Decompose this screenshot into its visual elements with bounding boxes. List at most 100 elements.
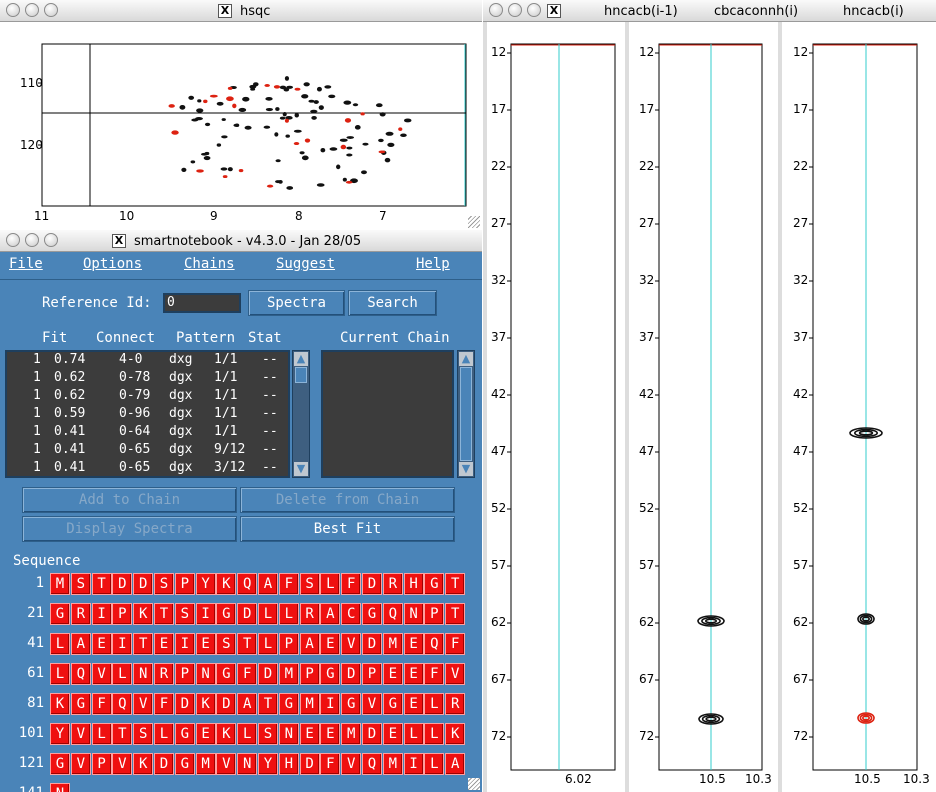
residue-cell[interactable]: N <box>403 603 424 625</box>
residue-cell[interactable]: E <box>382 663 403 685</box>
menu-file[interactable]: File <box>9 256 43 272</box>
residue-cell[interactable]: K <box>216 723 237 745</box>
fit-row[interactable]: 1 0.41 0-65 dgx 3/12 -- <box>7 460 292 478</box>
residue-cell[interactable]: D <box>362 633 382 655</box>
residue-cell[interactable]: D <box>362 573 382 595</box>
residue-cell[interactable]: A <box>445 753 466 775</box>
residue-cell[interactable]: L <box>424 723 445 745</box>
residue-cell[interactable]: E <box>299 723 320 745</box>
notebook-titlebar[interactable]: X smartnotebook - v4.3.0 - Jan 28/05 <box>0 230 482 252</box>
residue-cell[interactable]: T <box>112 723 133 745</box>
residue-cell[interactable]: A <box>237 693 258 715</box>
residue-cell[interactable]: E <box>403 633 424 655</box>
strip-hncacb[interactable]: 12 17 22 27 32 37 42 47 52 57 62 67 72 10.5 10.3 <box>782 22 936 792</box>
residue-cell[interactable]: D <box>362 723 382 745</box>
residue-cell[interactable]: G <box>278 693 299 715</box>
residue-cell[interactable]: M <box>278 663 299 685</box>
strip-cbcaconnh[interactable]: 12 17 22 27 32 37 42 47 52 57 62 67 72 10.5 10.3 <box>629 22 778 792</box>
residue-cell[interactable]: M <box>341 723 362 745</box>
residue-cell[interactable]: E <box>403 693 424 715</box>
residue-cell[interactable]: M <box>382 753 403 775</box>
close-button[interactable] <box>6 3 20 17</box>
residue-cell[interactable]: L <box>403 723 424 745</box>
residue-cell[interactable]: F <box>154 693 174 715</box>
residue-cell[interactable]: D <box>174 693 195 715</box>
residue-cell[interactable]: E <box>195 633 216 655</box>
residue-cell[interactable]: G <box>174 723 195 745</box>
residue-cell[interactable]: G <box>174 753 195 775</box>
scroll-up-arrow-icon[interactable]: ▲ <box>459 352 473 366</box>
scroll-down-arrow-icon[interactable]: ▼ <box>294 462 308 476</box>
residue-cell[interactable]: R <box>445 693 466 715</box>
residue-cell[interactable]: L <box>50 663 70 685</box>
residue-cell[interactable]: I <box>195 603 216 625</box>
residue-cell[interactable]: V <box>91 663 112 685</box>
display-spectra-button[interactable]: Display Spectra <box>22 516 237 542</box>
residue-cell[interactable]: V <box>216 753 237 775</box>
residue-cell[interactable]: L <box>278 603 299 625</box>
resize-grip[interactable] <box>468 216 480 228</box>
residue-cell[interactable]: Y <box>195 573 216 595</box>
menu-help[interactable]: Help <box>416 256 450 272</box>
residue-cell[interactable]: A <box>70 633 91 655</box>
residue-cell[interactable]: I <box>403 753 424 775</box>
residue-cell[interactable]: I <box>320 693 341 715</box>
residue-cell[interactable]: T <box>237 633 258 655</box>
residue-cell[interactable]: V <box>341 753 362 775</box>
residue-cell[interactable]: L <box>50 633 70 655</box>
residue-cell[interactable]: L <box>112 663 133 685</box>
residue-cell[interactable]: S <box>154 573 174 595</box>
residue-cell[interactable]: S <box>133 723 154 745</box>
scroll-up-arrow-icon[interactable]: ▲ <box>294 352 308 366</box>
residue-cell[interactable]: I <box>112 633 133 655</box>
residue-cell[interactable]: G <box>216 603 237 625</box>
residue-cell[interactable]: T <box>258 693 278 715</box>
residue-cell[interactable]: L <box>424 753 445 775</box>
fit-results-list[interactable]: 1 0.74 4-0 dxg 1/1 -- 1 0.62 0-78 dgx 1/1 -- 1 0.62 0-… <box>5 350 290 478</box>
residue-cell[interactable]: M <box>299 693 320 715</box>
residue-cell[interactable]: K <box>133 603 154 625</box>
residue-cell[interactable]: E <box>382 723 403 745</box>
residue-cell[interactable]: D <box>341 663 362 685</box>
residue-cell[interactable]: Q <box>382 603 403 625</box>
residue-cell[interactable]: R <box>70 603 91 625</box>
residue-cell[interactable]: M <box>382 633 403 655</box>
delete-from-chain-button[interactable]: Delete from Chain <box>240 487 455 513</box>
residue-cell[interactable]: V <box>445 663 466 685</box>
residue-cell[interactable]: D <box>237 603 258 625</box>
zoom-button[interactable] <box>44 233 58 247</box>
residue-cell[interactable]: F <box>424 663 445 685</box>
residue-cell[interactable]: G <box>382 693 403 715</box>
residue-cell[interactable]: F <box>320 753 341 775</box>
residue-cell[interactable]: T <box>445 573 466 595</box>
residue-cell[interactable]: L <box>154 723 174 745</box>
residue-cell[interactable]: S <box>258 723 278 745</box>
residue-cell[interactable]: P <box>174 573 195 595</box>
menu-chains[interactable]: Chains <box>184 256 235 272</box>
residue-cell[interactable]: E <box>91 633 112 655</box>
residue-cell[interactable]: K <box>50 693 70 715</box>
residue-cell[interactable]: P <box>424 603 445 625</box>
residue-cell[interactable]: F <box>341 573 362 595</box>
residue-cell[interactable]: Q <box>362 753 382 775</box>
fit-row[interactable]: 1 0.41 0-65 dgx 9/12 -- <box>7 442 292 460</box>
fit-row[interactable]: 1 0.59 0-96 dgx 1/1 -- <box>7 406 292 424</box>
residue-cell[interactable]: D <box>133 573 154 595</box>
residue-cell[interactable]: V <box>70 723 91 745</box>
close-button[interactable] <box>489 3 503 17</box>
residue-cell[interactable]: T <box>154 603 174 625</box>
residue-cell[interactable]: A <box>320 603 341 625</box>
residue-cell[interactable]: V <box>112 753 133 775</box>
chain-list-scrollbar[interactable]: ▲ ▼ <box>457 350 475 478</box>
residue-cell[interactable]: P <box>174 663 195 685</box>
residue-cell[interactable]: C <box>341 603 362 625</box>
residue-cell[interactable]: L <box>258 603 278 625</box>
residue-cell[interactable]: D <box>154 753 174 775</box>
residue-cell[interactable]: F <box>237 663 258 685</box>
residue-cell[interactable]: I <box>174 633 195 655</box>
residue-cell[interactable]: T <box>445 603 466 625</box>
minimize-button[interactable] <box>25 3 39 17</box>
add-to-chain-button[interactable]: Add to Chain <box>22 487 237 513</box>
residue-cell[interactable]: A <box>299 633 320 655</box>
residue-cell[interactable]: S <box>216 633 237 655</box>
